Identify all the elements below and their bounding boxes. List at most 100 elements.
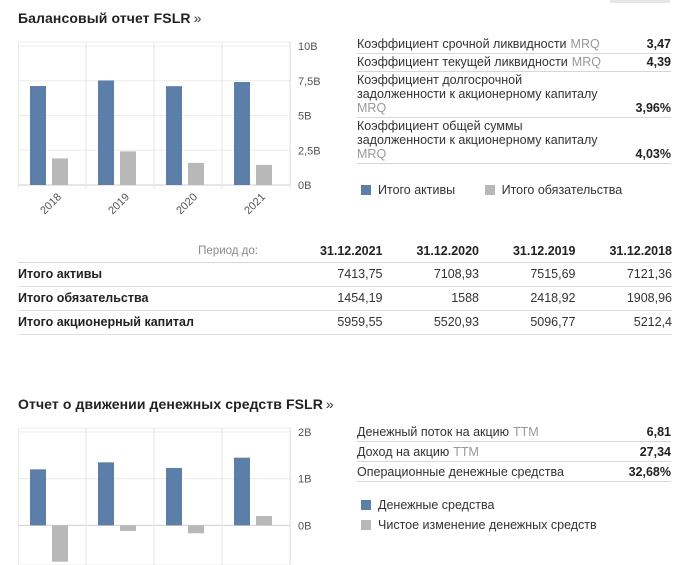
cashflow-title-text[interactable]: Отчет о движении денежных средств FSLR xyxy=(18,396,323,412)
y-tick-label: 7,5B xyxy=(298,76,321,88)
row-label: Итого акционерный капитал xyxy=(18,310,286,335)
table-row: Итого обязательства 1454,19 1588 2418,92… xyxy=(18,286,672,311)
cell: 5520,93 xyxy=(382,310,479,335)
cell: 1588 xyxy=(382,286,479,311)
ratio-suffix: MRQ xyxy=(357,147,387,161)
date-header: 31.12.2020 xyxy=(382,241,479,263)
cell: 5096,77 xyxy=(479,310,576,335)
bar xyxy=(166,467,182,526)
bar xyxy=(234,457,250,526)
balance-legend: Итого активы Итого обязательства xyxy=(361,183,648,198)
ratio-value: 27,34 xyxy=(617,441,671,462)
legend-swatch xyxy=(484,185,495,195)
row-label: Итого активы xyxy=(18,262,286,287)
cell: 1454,19 xyxy=(286,286,383,311)
balance-title-text[interactable]: Балансовый отчет FSLR xyxy=(18,10,191,26)
y-tick-label: 0B xyxy=(298,520,311,532)
ratio-label: Коэффициент общей суммы задолженности к … xyxy=(357,119,598,147)
bar xyxy=(166,86,182,185)
date-header: 31.12.2018 xyxy=(575,241,672,263)
cell: 2418,92 xyxy=(479,286,576,311)
cashflow-title-arrow-icon[interactable]: » xyxy=(325,396,334,412)
ratio-row: Денежный поток на акцию TTM 6,81 xyxy=(357,422,671,442)
ratio-suffix: MRQ xyxy=(357,101,387,115)
date-header: 31.12.2019 xyxy=(479,241,576,263)
y-tick-label: 0B xyxy=(298,180,311,192)
legend-swatch xyxy=(361,185,371,195)
bar xyxy=(188,162,204,185)
legend-label: Итого обязательства xyxy=(501,183,623,197)
balance-section-title[interactable]: Балансовый отчет FSLR» xyxy=(18,10,201,26)
legend-item-cash: Денежные средства xyxy=(361,498,597,512)
cashflow-legend: Денежные средства Чистое изменение денеж… xyxy=(361,498,623,538)
ratio-value: 3,47 xyxy=(635,36,671,54)
ratio-row: Коэффициент текущей ликвидности MRQ 4,39 xyxy=(357,53,671,72)
cell: 7121,36 xyxy=(575,262,672,287)
ratio-row: Операционные денежные средства 32,68% xyxy=(357,461,671,482)
bar xyxy=(120,151,136,185)
ratio-row: Коэффициент общей суммы задолженности к … xyxy=(357,117,671,164)
row-label: Итого обязательства xyxy=(18,286,286,311)
y-tick-label: 2,5B xyxy=(298,145,321,157)
balance-title-arrow-icon[interactable]: » xyxy=(193,10,202,26)
legend-item-net-change: Чистое изменение денежных средств xyxy=(361,518,597,532)
legend-label: Итого активы xyxy=(378,183,456,197)
ratio-suffix: MRQ xyxy=(570,37,600,51)
ratio-value: 32,68% xyxy=(617,461,671,482)
x-tick-label: 2019 xyxy=(106,191,132,217)
cell: 7108,93 xyxy=(382,262,479,287)
ratio-value: 6,81 xyxy=(617,422,671,442)
cell: 5959,55 xyxy=(286,310,383,335)
bar xyxy=(256,164,272,185)
bar xyxy=(234,82,250,185)
legend-swatch xyxy=(361,520,371,530)
balance-bar-chart: 10B 7,5B 5B 2,5B 0B 2018 2019 2020 2021 xyxy=(18,41,321,217)
ratio-label: Доход на акцию xyxy=(357,445,450,459)
ratio-row: Коэффициент долгосрочной задолженности к… xyxy=(357,71,671,118)
bar xyxy=(52,158,68,185)
ratio-suffix: MRQ xyxy=(571,55,601,69)
ratio-label: Коэффициент срочной ликвидности xyxy=(357,37,567,51)
cashflow-section-title[interactable]: Отчет о движении денежных средств FSLR» xyxy=(18,396,334,412)
balance-data-table: Период до: 31.12.2021 31.12.2020 31.12.2… xyxy=(18,241,672,335)
x-tick-label: 2018 xyxy=(38,191,64,217)
bar xyxy=(98,462,114,526)
x-tick-label: 2021 xyxy=(242,191,268,217)
date-header: 31.12.2021 xyxy=(286,241,383,263)
ratio-row: Доход на акцию TTM 27,34 xyxy=(357,441,671,462)
cell: 7515,69 xyxy=(479,262,576,287)
top-divider xyxy=(610,0,670,3)
y-tick-label: 5B xyxy=(298,111,311,123)
cell: 7413,75 xyxy=(286,262,383,287)
bar xyxy=(256,516,272,526)
ratio-value: 4,39 xyxy=(635,53,671,72)
x-tick-label: 2020 xyxy=(174,191,200,217)
ratio-label: Операционные денежные средства xyxy=(357,465,564,479)
ratio-label: Коэффициент долгосрочной задолженности к… xyxy=(357,73,598,101)
legend-swatch xyxy=(361,500,371,510)
legend-label: Денежные средства xyxy=(378,498,495,512)
ratio-row: Коэффициент срочной ликвидности MRQ 3,47 xyxy=(357,36,671,54)
ratio-value: 4,03% xyxy=(635,117,671,164)
bar xyxy=(52,525,68,562)
table-header-row: Период до: 31.12.2021 31.12.2020 31.12.2… xyxy=(18,241,672,263)
y-tick-label: 2B xyxy=(298,427,311,439)
legend-item-liabilities: Итого обязательства xyxy=(484,183,623,197)
table-row: Итого активы 7413,75 7108,93 7515,69 712… xyxy=(18,262,672,287)
ratio-suffix: TTM xyxy=(513,425,539,439)
cell: 5212,4 xyxy=(575,310,672,335)
ratio-label: Денежный поток на акцию xyxy=(357,425,510,439)
table-row: Итого акционерный капитал 5959,55 5520,9… xyxy=(18,310,672,335)
cell: 1908,96 xyxy=(575,286,672,311)
balance-ratio-table: Коэффициент срочной ликвидности MRQ 3,47 … xyxy=(357,36,671,164)
bar xyxy=(98,80,114,185)
y-tick-label: 1B xyxy=(298,474,311,486)
legend-item-assets: Итого активы xyxy=(361,183,455,197)
ratio-suffix: TTM xyxy=(453,445,479,459)
cashflow-bar-chart: 2B 1B 0B xyxy=(18,427,311,565)
cashflow-ratio-table: Денежный поток на акцию TTM 6,81 Доход на… xyxy=(357,422,671,482)
bar xyxy=(30,469,46,526)
bar xyxy=(188,525,204,534)
legend-label: Чистое изменение денежных средств xyxy=(378,518,597,532)
ratio-value: 3,96% xyxy=(635,71,671,118)
